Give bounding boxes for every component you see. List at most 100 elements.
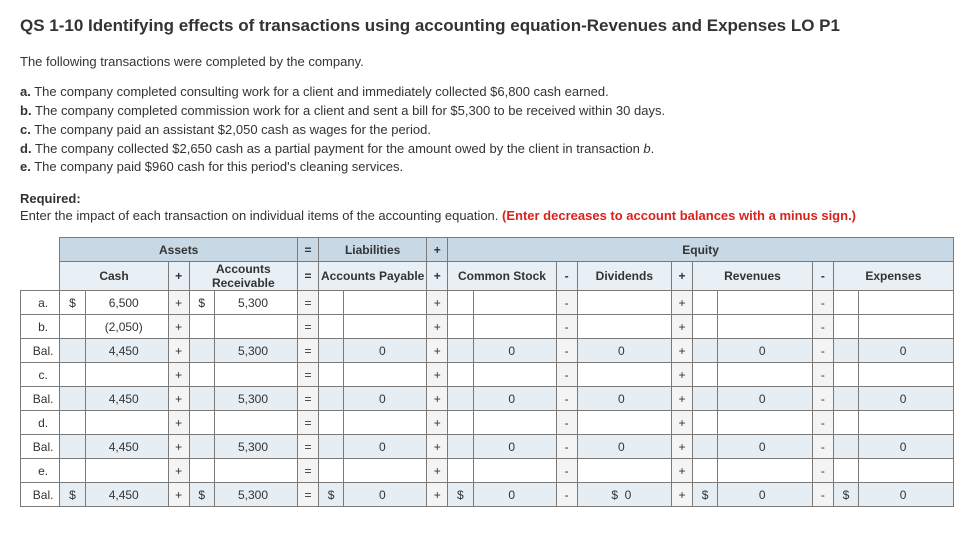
cash-input[interactable]: (2,050) bbox=[85, 315, 168, 339]
op-plus: + bbox=[672, 315, 693, 339]
exp-input[interactable] bbox=[859, 315, 954, 339]
op-plus: + bbox=[168, 291, 189, 315]
ar-input[interactable] bbox=[214, 363, 297, 387]
div-input[interactable]: 0 bbox=[577, 435, 672, 459]
rev-input[interactable]: 0 bbox=[718, 483, 813, 507]
div-input[interactable]: 0 bbox=[577, 387, 672, 411]
div-input[interactable] bbox=[577, 411, 672, 435]
cash-input[interactable] bbox=[85, 363, 168, 387]
header-liabilities: Liabilities bbox=[318, 238, 427, 262]
cs-input[interactable] bbox=[473, 291, 556, 315]
div-input[interactable] bbox=[577, 315, 672, 339]
op-plus: + bbox=[168, 483, 189, 507]
cash-input[interactable]: 6,500 bbox=[85, 291, 168, 315]
exp-currency bbox=[833, 411, 858, 435]
op-plus: + bbox=[168, 262, 189, 291]
rev-input[interactable] bbox=[718, 411, 813, 435]
ap-input[interactable]: 0 bbox=[344, 339, 427, 363]
ap-input[interactable]: 0 bbox=[344, 435, 427, 459]
ar-input[interactable] bbox=[214, 315, 297, 339]
div-input[interactable] bbox=[577, 459, 672, 483]
ar-input[interactable] bbox=[214, 411, 297, 435]
cash-input[interactable] bbox=[85, 411, 168, 435]
rev-currency: $ bbox=[692, 483, 717, 507]
cs-input[interactable] bbox=[473, 315, 556, 339]
ap-currency bbox=[318, 435, 343, 459]
div-input[interactable]: $ 0 bbox=[577, 483, 672, 507]
rev-input[interactable] bbox=[718, 291, 813, 315]
exp-input[interactable] bbox=[859, 363, 954, 387]
rev-input[interactable] bbox=[718, 363, 813, 387]
cs-input[interactable] bbox=[473, 411, 556, 435]
ar-input[interactable]: 5,300 bbox=[214, 339, 297, 363]
cs-input[interactable]: 0 bbox=[473, 387, 556, 411]
op-plus: + bbox=[672, 262, 693, 291]
cs-input[interactable]: 0 bbox=[473, 339, 556, 363]
ap-input[interactable] bbox=[344, 411, 427, 435]
exp-input[interactable]: 0 bbox=[859, 483, 954, 507]
rev-input[interactable] bbox=[718, 315, 813, 339]
transaction-list: a. The company completed consulting work… bbox=[20, 83, 954, 177]
ap-currency bbox=[318, 387, 343, 411]
rev-input[interactable]: 0 bbox=[718, 339, 813, 363]
exp-input[interactable] bbox=[859, 411, 954, 435]
op-plus: + bbox=[168, 387, 189, 411]
cash-input[interactable] bbox=[85, 459, 168, 483]
ar-input[interactable]: 5,300 bbox=[214, 435, 297, 459]
cash-currency: $ bbox=[60, 291, 85, 315]
cs-input[interactable] bbox=[473, 459, 556, 483]
ap-input[interactable] bbox=[344, 315, 427, 339]
div-input[interactable] bbox=[577, 363, 672, 387]
ar-currency bbox=[189, 315, 214, 339]
rev-input[interactable]: 0 bbox=[718, 387, 813, 411]
op-minus: - bbox=[556, 262, 577, 291]
op-plus: + bbox=[427, 339, 448, 363]
ap-currency: $ bbox=[318, 483, 343, 507]
cs-input[interactable]: 0 bbox=[473, 483, 556, 507]
ar-input[interactable]: 5,300 bbox=[214, 387, 297, 411]
op-eq: = bbox=[298, 363, 319, 387]
exp-input[interactable]: 0 bbox=[859, 339, 954, 363]
cs-input[interactable]: 0 bbox=[473, 435, 556, 459]
row-label: c. bbox=[21, 363, 60, 387]
cs-currency bbox=[448, 435, 473, 459]
cash-input[interactable]: 4,450 bbox=[85, 387, 168, 411]
rev-input[interactable] bbox=[718, 459, 813, 483]
op-plus: + bbox=[168, 363, 189, 387]
op-eq: = bbox=[298, 262, 319, 291]
ap-input[interactable]: 0 bbox=[344, 387, 427, 411]
header-cash: Cash bbox=[60, 262, 169, 291]
tx-b: The company completed commission work fo… bbox=[35, 103, 665, 118]
op-plus: + bbox=[168, 339, 189, 363]
header-equity: Equity bbox=[448, 238, 954, 262]
row-label: e. bbox=[21, 459, 60, 483]
cs-input[interactable] bbox=[473, 363, 556, 387]
ap-input[interactable] bbox=[344, 459, 427, 483]
header-ar: Accounts Receivable bbox=[189, 262, 298, 291]
exp-input[interactable] bbox=[859, 459, 954, 483]
header-assets: Assets bbox=[60, 238, 298, 262]
cash-input[interactable]: 4,450 bbox=[85, 435, 168, 459]
ap-input[interactable] bbox=[344, 363, 427, 387]
exp-input[interactable] bbox=[859, 291, 954, 315]
div-input[interactable]: 0 bbox=[577, 339, 672, 363]
exp-currency bbox=[833, 315, 858, 339]
op-plus: + bbox=[168, 435, 189, 459]
op-plus: + bbox=[168, 459, 189, 483]
cash-input[interactable]: 4,450 bbox=[85, 339, 168, 363]
div-input[interactable] bbox=[577, 291, 672, 315]
ar-input[interactable] bbox=[214, 459, 297, 483]
tx-a: The company completed consulting work fo… bbox=[34, 84, 608, 99]
rev-input[interactable]: 0 bbox=[718, 435, 813, 459]
exp-input[interactable]: 0 bbox=[859, 435, 954, 459]
op-minus: - bbox=[556, 291, 577, 315]
ap-input[interactable]: 0 bbox=[344, 483, 427, 507]
ap-input[interactable] bbox=[344, 291, 427, 315]
op-plus: + bbox=[427, 435, 448, 459]
ar-input[interactable]: 5,300 bbox=[214, 483, 297, 507]
header-dividends: Dividends bbox=[577, 262, 672, 291]
exp-currency bbox=[833, 387, 858, 411]
exp-input[interactable]: 0 bbox=[859, 387, 954, 411]
ar-input[interactable]: 5,300 bbox=[214, 291, 297, 315]
cash-input[interactable]: 4,450 bbox=[85, 483, 168, 507]
